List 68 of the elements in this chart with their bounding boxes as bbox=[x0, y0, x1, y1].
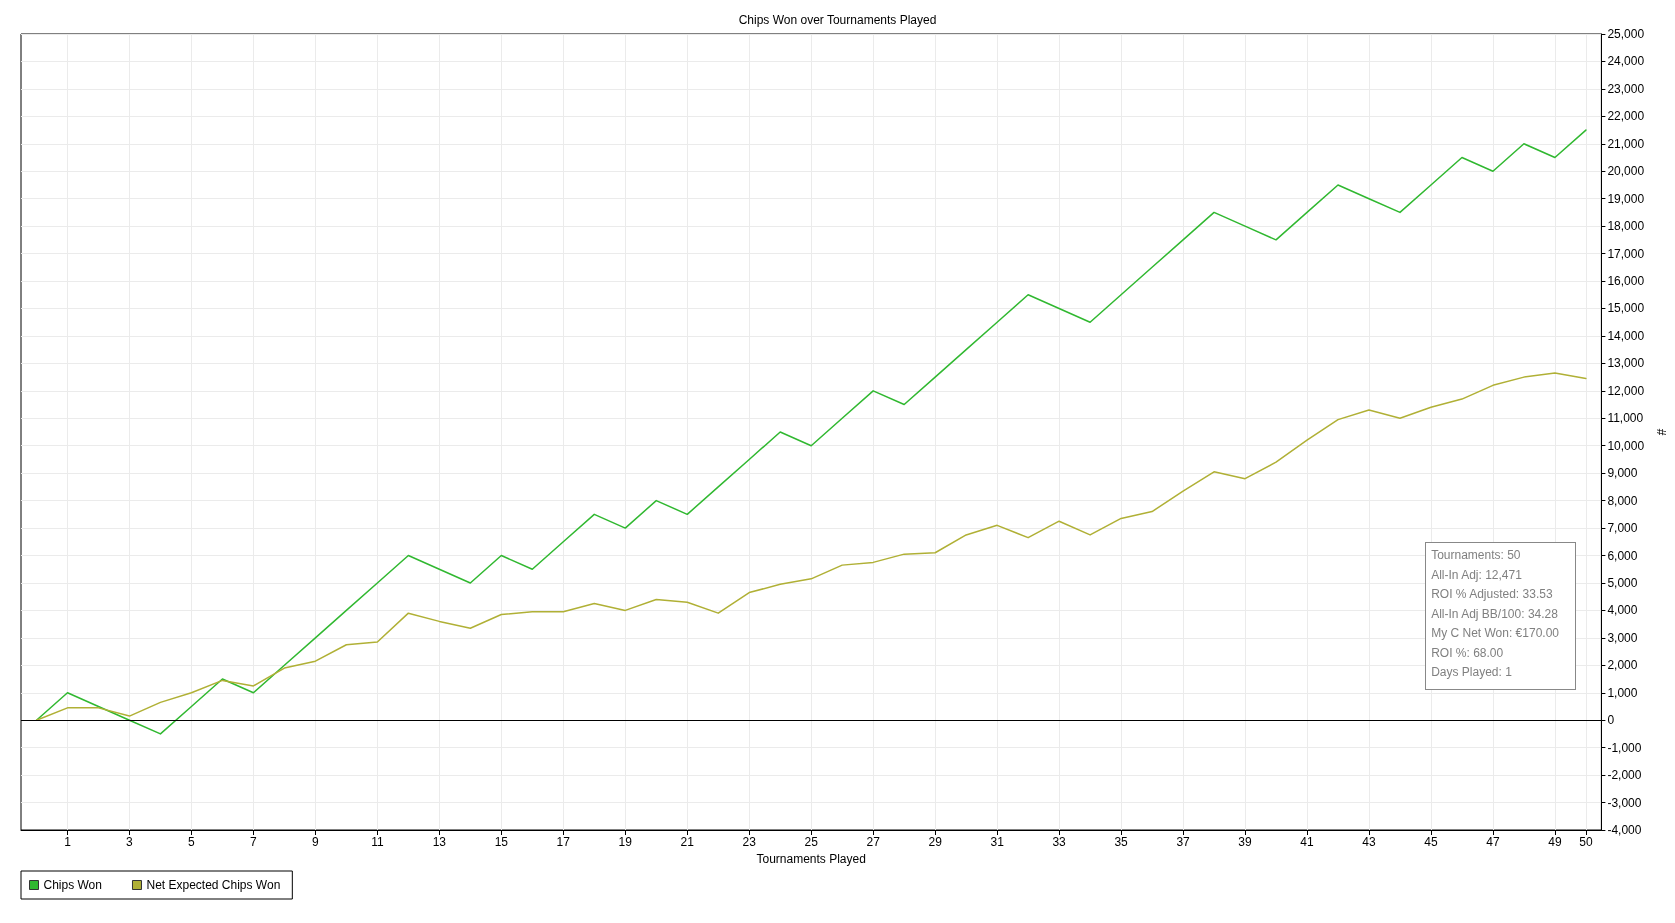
annotation: Tournaments: 50 bbox=[1431, 547, 1522, 564]
y-tick-label: 21,000 bbox=[1607, 136, 1645, 151]
y-tick-label: 24,000 bbox=[1607, 54, 1645, 69]
y-tick-label: 13,000 bbox=[1607, 356, 1645, 371]
x-tick-label: 21 bbox=[680, 835, 695, 849]
x-tick-label: 49 bbox=[1548, 835, 1562, 849]
y-tick-label: 15,000 bbox=[1607, 301, 1645, 316]
y-tick-label: 9,000 bbox=[1607, 466, 1638, 481]
y-tick-label: 6,000 bbox=[1607, 548, 1638, 563]
x-tick-label: 23 bbox=[742, 835, 757, 849]
legend-label: Net Expected Chips Won bbox=[146, 878, 281, 892]
x-tick-label: 5 bbox=[188, 835, 196, 849]
x-tick-label: 43 bbox=[1362, 835, 1376, 849]
y-tick-label: 25,000 bbox=[1607, 27, 1645, 41]
y-tick-label: 16,000 bbox=[1607, 274, 1645, 289]
y-tick-label: 14,000 bbox=[1607, 328, 1645, 343]
y-tick-label: 23,000 bbox=[1607, 81, 1645, 96]
y-tick-label: 19,000 bbox=[1607, 191, 1645, 206]
y-tick-label: 4,000 bbox=[1607, 603, 1638, 618]
x-tick-label: 15 bbox=[494, 835, 509, 849]
x-tick-label: 33 bbox=[1052, 835, 1067, 849]
y-tick-label: 1,000 bbox=[1607, 685, 1638, 700]
y-tick-label: 11,000 bbox=[1607, 411, 1644, 426]
y-tick-label: -2,000 bbox=[1607, 768, 1642, 783]
x-tick-label: 13 bbox=[432, 835, 447, 849]
x-tick-label: 19 bbox=[618, 835, 633, 849]
y-tick-label: 22,000 bbox=[1607, 109, 1645, 124]
y-tick-label: 10,000 bbox=[1607, 438, 1645, 453]
annotation: ROI %: 68.00 bbox=[1431, 644, 1505, 662]
y-tick-label: 12,000 bbox=[1607, 383, 1645, 398]
x-tick-label: 37 bbox=[1176, 835, 1191, 849]
annotation: Days Played: 1 bbox=[1431, 664, 1513, 681]
x-tick-label: 17 bbox=[556, 835, 571, 849]
legend-label: Chips Won bbox=[43, 878, 102, 892]
y-tick-label: 17,000 bbox=[1607, 246, 1645, 261]
x-tick-label: 31 bbox=[990, 835, 1005, 849]
x-tick-label: 35 bbox=[1114, 835, 1129, 849]
x-axis-title: Tournaments Played bbox=[756, 851, 866, 866]
y-tick-label: -1,000 bbox=[1607, 740, 1642, 755]
x-tick-label: 45 bbox=[1424, 835, 1438, 849]
x-tick-label: 27 bbox=[866, 835, 881, 849]
y-tick-label: 3,000 bbox=[1607, 630, 1638, 645]
x-tick-label: 41 bbox=[1300, 835, 1314, 849]
x-tick-label: 29 bbox=[928, 835, 943, 849]
y-tick-label: 8,000 bbox=[1607, 493, 1638, 508]
x-tick-label: 1 bbox=[64, 835, 72, 849]
annotation: ROI % Adjusted: 33.53 bbox=[1431, 586, 1554, 603]
y-tick-label: 20,000 bbox=[1607, 164, 1645, 179]
annotation: My C Net Won: €170.00 bbox=[1431, 625, 1559, 642]
y-tick-label: -4,000 bbox=[1607, 823, 1642, 837]
chart-title: Chips Won over Tournaments Played bbox=[738, 13, 937, 27]
x-tick-label: 47 bbox=[1486, 835, 1500, 849]
x-tick-label: 50 bbox=[1579, 835, 1593, 849]
y-tick-label: 5,000 bbox=[1607, 575, 1638, 590]
y-tick-label: 18,000 bbox=[1607, 219, 1645, 234]
x-tick-label: 9 bbox=[312, 835, 320, 849]
x-tick-label: 39 bbox=[1238, 835, 1253, 849]
x-tick-label: 3 bbox=[126, 835, 134, 849]
y-tick-label: 7,000 bbox=[1607, 521, 1638, 536]
annotation: All-In Adj: 12,471 bbox=[1431, 566, 1523, 584]
x-tick-label: 11 bbox=[371, 835, 384, 849]
x-tick-label: 25 bbox=[804, 835, 819, 849]
y-tick-label: 2,000 bbox=[1607, 658, 1638, 673]
y-axis-title: # bbox=[1654, 428, 1668, 436]
y-tick-label: -3,000 bbox=[1607, 795, 1642, 810]
y-tick-label: 0 bbox=[1607, 713, 1615, 728]
x-tick-label: 7 bbox=[250, 835, 258, 849]
annotation: All-In Adj BB/100: 34.28 bbox=[1431, 605, 1559, 623]
